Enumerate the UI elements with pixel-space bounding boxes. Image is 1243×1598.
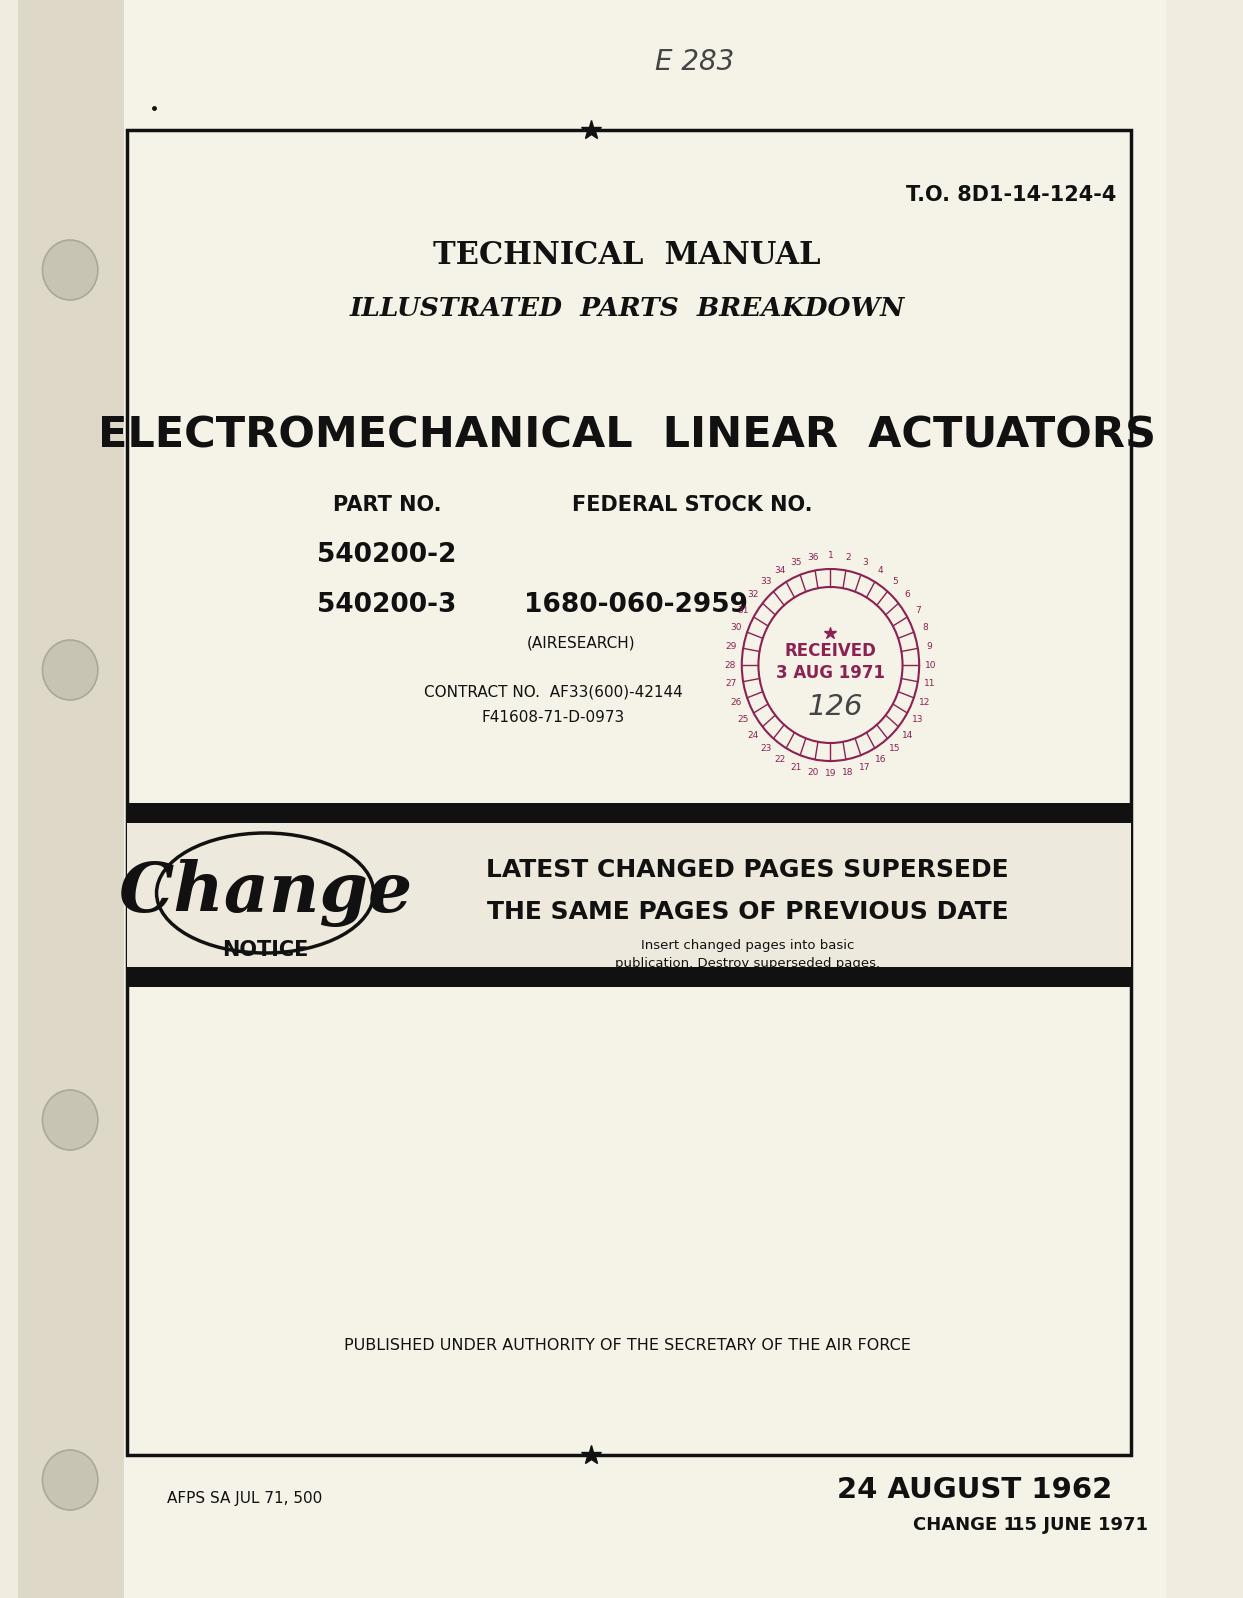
Text: 30: 30 <box>730 623 742 633</box>
Circle shape <box>42 240 98 300</box>
Text: 13: 13 <box>912 714 924 724</box>
Text: 4: 4 <box>878 566 884 575</box>
Text: F41608-71-D-0973: F41608-71-D-0973 <box>482 711 625 725</box>
Bar <box>127 823 1131 967</box>
Text: ELECTROMECHANICAL  LINEAR  ACTUATORS: ELECTROMECHANICAL LINEAR ACTUATORS <box>98 414 1156 455</box>
Circle shape <box>42 641 98 700</box>
Text: 14: 14 <box>902 730 914 740</box>
Text: THE SAME PAGES OF PREVIOUS DATE: THE SAME PAGES OF PREVIOUS DATE <box>486 900 1008 924</box>
Bar <box>127 129 1131 1456</box>
Text: 3 AUG 1971: 3 AUG 1971 <box>776 665 885 682</box>
Text: 12: 12 <box>920 698 931 706</box>
Text: 23: 23 <box>759 745 772 753</box>
Text: 540200-2: 540200-2 <box>317 542 456 567</box>
Text: RECEIVED: RECEIVED <box>784 642 876 660</box>
Text: 2: 2 <box>845 553 850 562</box>
Text: ILLUSTRATED  PARTS  BREAKDOWN: ILLUSTRATED PARTS BREAKDOWN <box>349 296 905 321</box>
Text: 5: 5 <box>892 577 899 586</box>
Circle shape <box>42 1449 98 1510</box>
Text: 31: 31 <box>737 606 750 615</box>
Text: Change: Change <box>118 860 413 927</box>
Text: 16: 16 <box>875 754 886 764</box>
Text: 21: 21 <box>791 762 802 772</box>
Text: LATEST CHANGED PAGES SUPERSEDE: LATEST CHANGED PAGES SUPERSEDE <box>486 858 1008 882</box>
Circle shape <box>42 1090 98 1151</box>
Text: 126: 126 <box>808 694 863 721</box>
Text: 18: 18 <box>843 769 854 777</box>
Text: AFPS SA JUL 71, 500: AFPS SA JUL 71, 500 <box>167 1491 322 1505</box>
Text: 24: 24 <box>748 730 759 740</box>
Text: 1: 1 <box>828 551 833 561</box>
Text: 9: 9 <box>927 641 932 650</box>
Text: 8: 8 <box>922 623 929 633</box>
Text: 17: 17 <box>859 762 870 772</box>
Text: 10: 10 <box>926 660 937 670</box>
Bar <box>127 804 1131 823</box>
Text: 15: 15 <box>890 745 901 753</box>
Text: 15 JUNE 1971: 15 JUNE 1971 <box>1012 1517 1147 1534</box>
Text: 35: 35 <box>791 558 802 567</box>
Text: 540200-3: 540200-3 <box>317 591 456 618</box>
Text: Insert changed pages into basic: Insert changed pages into basic <box>640 940 854 952</box>
Text: E 283: E 283 <box>655 48 735 77</box>
Text: 1680-060-2959: 1680-060-2959 <box>525 591 748 618</box>
Text: 25: 25 <box>737 714 750 724</box>
Text: 26: 26 <box>730 698 742 706</box>
Text: 6: 6 <box>905 590 910 599</box>
Text: 33: 33 <box>759 577 772 586</box>
Text: 29: 29 <box>726 641 737 650</box>
Text: 32: 32 <box>747 590 759 599</box>
Text: 24 AUGUST 1962: 24 AUGUST 1962 <box>837 1477 1112 1504</box>
Text: 28: 28 <box>725 660 736 670</box>
Text: TECHNICAL  MANUAL: TECHNICAL MANUAL <box>434 240 820 270</box>
Text: 11: 11 <box>924 679 936 689</box>
Text: 7: 7 <box>915 606 921 615</box>
Text: T.O. 8D1-14-124-4: T.O. 8D1-14-124-4 <box>906 185 1117 205</box>
Text: 36: 36 <box>807 553 819 562</box>
Text: CONTRACT NO.  AF33(600)-42144: CONTRACT NO. AF33(600)-42144 <box>424 684 682 700</box>
Text: FEDERAL STOCK NO.: FEDERAL STOCK NO. <box>572 495 812 515</box>
Text: PART NO.: PART NO. <box>333 495 441 515</box>
Text: (AIRESEARCH): (AIRESEARCH) <box>527 636 635 650</box>
Bar <box>17 0 124 1598</box>
Text: 3: 3 <box>863 558 868 567</box>
Text: 22: 22 <box>774 754 786 764</box>
Text: 27: 27 <box>726 679 737 689</box>
Text: PUBLISHED UNDER AUTHORITY OF THE SECRETARY OF THE AIR FORCE: PUBLISHED UNDER AUTHORITY OF THE SECRETA… <box>344 1338 911 1352</box>
Text: CHANGE 1: CHANGE 1 <box>912 1517 1016 1534</box>
Text: 20: 20 <box>807 769 819 777</box>
Text: 19: 19 <box>824 770 837 778</box>
Text: publication. Destroy superseded pages.: publication. Destroy superseded pages. <box>615 957 880 970</box>
Text: 34: 34 <box>774 566 786 575</box>
Text: NOTICE: NOTICE <box>222 940 308 960</box>
Bar <box>127 967 1131 988</box>
